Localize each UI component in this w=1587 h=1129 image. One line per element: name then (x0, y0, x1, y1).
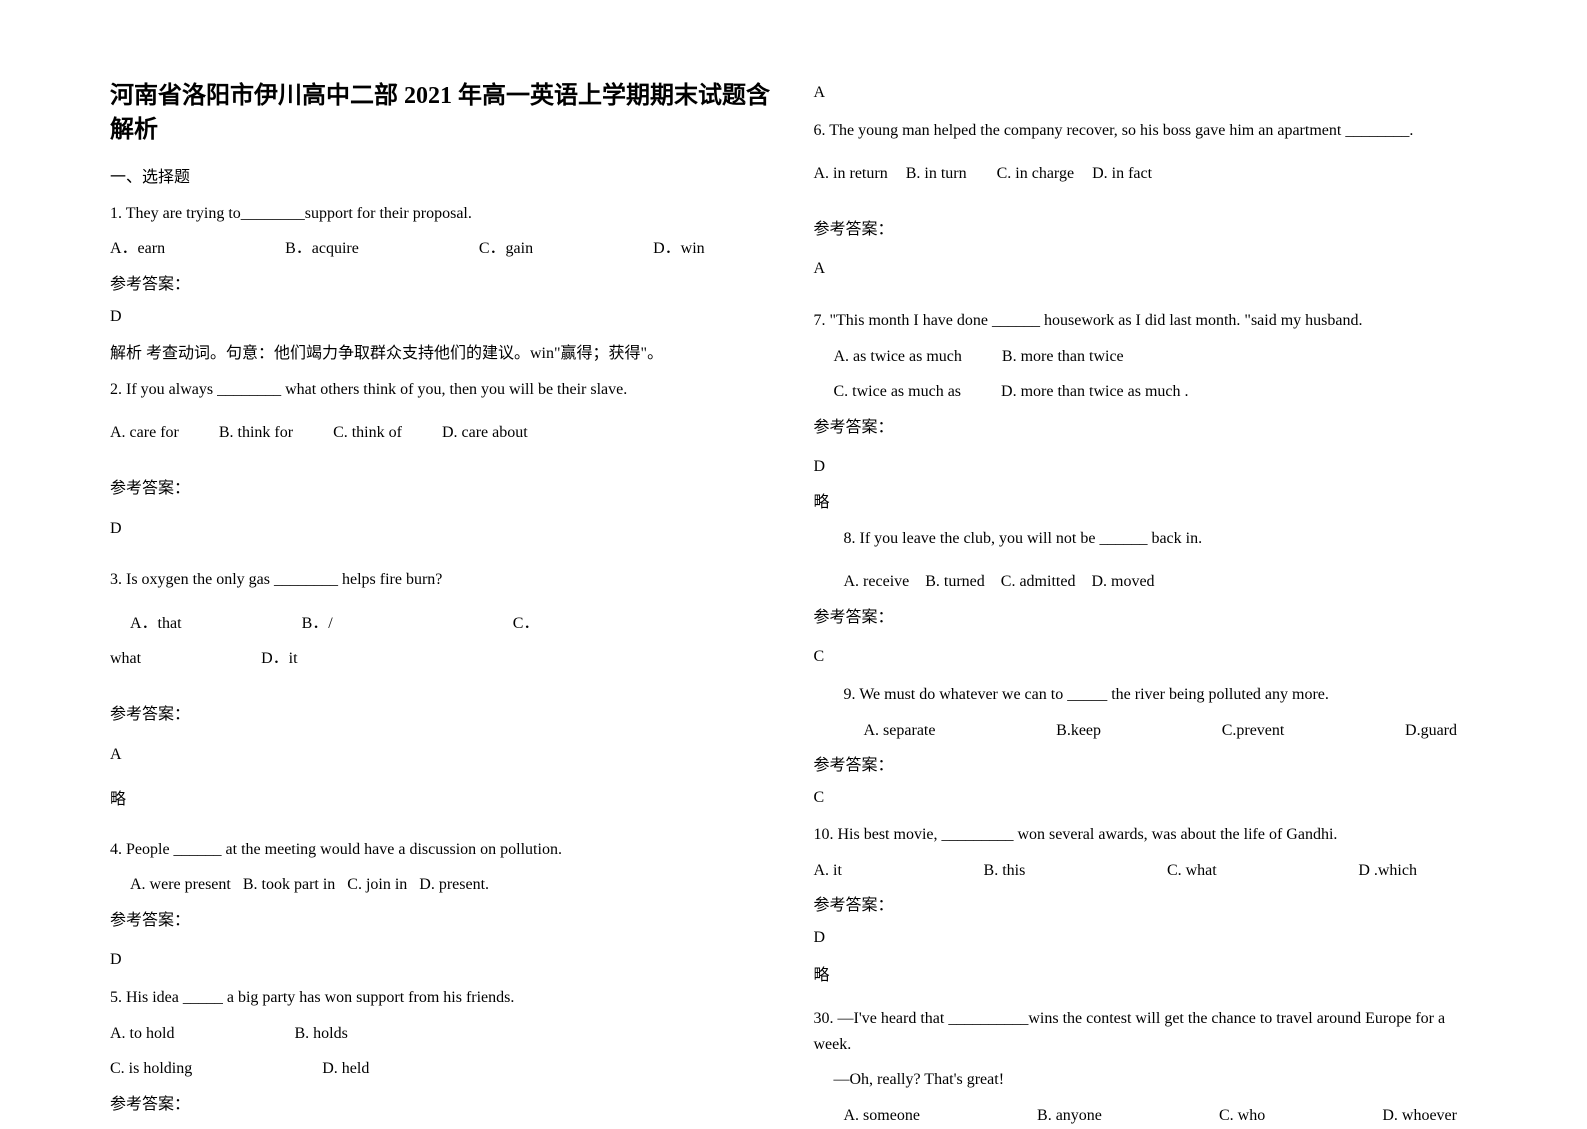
q4-opt-d: D. present. (419, 872, 489, 898)
q10-opt-d: D .which (1358, 858, 1417, 884)
q2-opt-b: B. think for (219, 420, 293, 446)
q7-ref: 参考答案： (814, 415, 1478, 441)
q2-ans: D (110, 516, 774, 542)
q2-ref: 参考答案： (110, 476, 774, 502)
q3-options-row1: A．that B．/ C． (110, 611, 774, 637)
q6-ref: 参考答案： (814, 217, 1478, 243)
q7-note: 略 (814, 490, 1478, 516)
q1-opt-c: C．gain (479, 236, 533, 262)
q2-opt-a: A. care for (110, 420, 179, 446)
q8-opt-a: A. receive (844, 569, 910, 595)
q7-opt-b: B. more than twice (1002, 344, 1124, 370)
q1-ans: D (110, 304, 774, 330)
q3-options-row2: what D．it (110, 646, 774, 672)
q7-opt-d: D. more than twice as much . (1001, 379, 1189, 405)
q3-opt-d: D．it (261, 646, 297, 672)
q30-opt-b: B. anyone (1037, 1103, 1102, 1129)
q3-ref: 参考答案： (110, 702, 774, 728)
q9-ans: C (814, 785, 1478, 811)
q8-opt-d: D. moved (1091, 569, 1154, 595)
q9-stem: 9. We must do whatever we can to _____ t… (814, 682, 1478, 708)
q2-opt-d: D. care about (442, 420, 528, 446)
q3-opt-c-prefix: C． (513, 611, 540, 637)
q1-ref: 参考答案： (110, 272, 774, 298)
q30-stem-b: —Oh, really? That's great! (814, 1067, 1478, 1093)
q10-ref: 参考答案： (814, 893, 1478, 919)
q9-opt-a: A. separate (864, 718, 936, 744)
q5-ref: 参考答案： (110, 1092, 774, 1118)
q7-opt-c: C. twice as much as (834, 379, 962, 405)
q4-opt-c: C. join in (347, 872, 407, 898)
q30-opt-a: A. someone (844, 1103, 920, 1129)
q4-ref: 参考答案： (110, 908, 774, 934)
section-heading: 一、选择题 (110, 165, 774, 191)
q2-options: A. care for B. think for C. think of D. … (110, 420, 774, 446)
q10-stem: 10. His best movie, _________ won severa… (814, 822, 1478, 848)
q6-opt-c: C. in charge (997, 161, 1074, 187)
q7-stem: 7. "This month I have done ______ housew… (814, 308, 1478, 334)
q5-opt-a: A. to hold (110, 1021, 174, 1047)
left-column: 河南省洛阳市伊川高中二部 2021 年高一英语上学期期末试题含解析 一、选择题 … (90, 80, 794, 1082)
q8-ref: 参考答案： (814, 605, 1478, 631)
q9-opt-d: D.guard (1405, 718, 1457, 744)
q8-opt-b: B. turned (925, 569, 985, 595)
right-column: A 6. The young man helped the company re… (794, 80, 1498, 1082)
q9-ref: 参考答案： (814, 753, 1478, 779)
q10-options: A. it B. this C. what D .which (814, 858, 1478, 884)
q30-opt-d: D. whoever (1382, 1103, 1457, 1129)
q10-opt-c: C. what (1167, 858, 1217, 884)
q2-stem: 2. If you always ________ what others th… (110, 377, 774, 403)
q30-options: A. someone B. anyone C. who D. whoever (814, 1103, 1478, 1129)
q4-stem: 4. People ______ at the meeting would ha… (110, 837, 774, 863)
q6-ans: A (814, 256, 1478, 282)
q5-ans: A (814, 80, 1478, 106)
q8-options: A. receive B. turned C. admitted D. move… (814, 569, 1478, 595)
q1-stem: 1. They are trying to________support for… (110, 201, 774, 227)
q10-opt-b: B. this (984, 858, 1026, 884)
q9-opt-b: B.keep (1056, 718, 1101, 744)
q5-opt-c: C. is holding (110, 1056, 192, 1082)
q1-options: A．earn B．acquire C．gain D．win (110, 236, 774, 262)
q4-opt-a: A. were present (130, 872, 231, 898)
q3-opt-b: B．/ (302, 611, 333, 637)
q10-note: 略 (814, 963, 1478, 989)
doc-title: 河南省洛阳市伊川高中二部 2021 年高一英语上学期期末试题含解析 (110, 80, 774, 147)
q7-options-row2: C. twice as much as D. more than twice a… (814, 379, 1478, 405)
q8-ans: C (814, 644, 1478, 670)
q4-options: A. were present B. took part in C. join … (110, 872, 774, 898)
q1-explain: 解析 考查动词。句意：他们竭力争取群众支持他们的建议。win"赢得；获得"。 (110, 341, 774, 367)
q4-opt-b: B. took part in (243, 872, 335, 898)
q5-opt-b: B. holds (294, 1021, 347, 1047)
q3-note: 略 (110, 787, 774, 813)
q5-options-row1: A. to hold B. holds (110, 1021, 774, 1047)
q6-opt-a: A. in return (814, 161, 888, 187)
q2-opt-c: C. think of (333, 420, 402, 446)
q4-ans: D (110, 947, 774, 973)
q5-opt-d: D. held (322, 1056, 369, 1082)
q30-stem-a: 30. —I've heard that __________wins the … (814, 1006, 1478, 1057)
q9-options: A. separate B.keep C.prevent D.guard (814, 718, 1478, 744)
q7-ans: D (814, 454, 1478, 480)
q6-opt-d: D. in fact (1092, 161, 1152, 187)
q6-stem: 6. The young man helped the company reco… (814, 118, 1478, 144)
q8-opt-c: C. admitted (1001, 569, 1076, 595)
q3-ans: A (110, 742, 774, 768)
q6-opt-b: B. in turn (906, 161, 967, 187)
q3-stem: 3. Is oxygen the only gas ________ helps… (110, 567, 774, 593)
q7-options-row1: A. as twice as much B. more than twice (814, 344, 1478, 370)
q3-opt-a: A．that (130, 611, 182, 637)
q10-ans: D (814, 925, 1478, 951)
q1-opt-d: D．win (653, 236, 705, 262)
q6-options: A. in return B. in turn C. in charge D. … (814, 161, 1478, 187)
q3-opt-c: what (110, 646, 141, 672)
q30-opt-c: C. who (1219, 1103, 1265, 1129)
q1-opt-a: A．earn (110, 236, 165, 262)
q5-stem: 5. His idea _____ a big party has won su… (110, 985, 774, 1011)
q9-opt-c: C.prevent (1222, 718, 1285, 744)
q8-stem: 8. If you leave the club, you will not b… (814, 526, 1478, 552)
q1-opt-b: B．acquire (285, 236, 359, 262)
q10-opt-a: A. it (814, 858, 842, 884)
q7-opt-a: A. as twice as much (834, 344, 962, 370)
q5-options-row2: C. is holding D. held (110, 1056, 774, 1082)
